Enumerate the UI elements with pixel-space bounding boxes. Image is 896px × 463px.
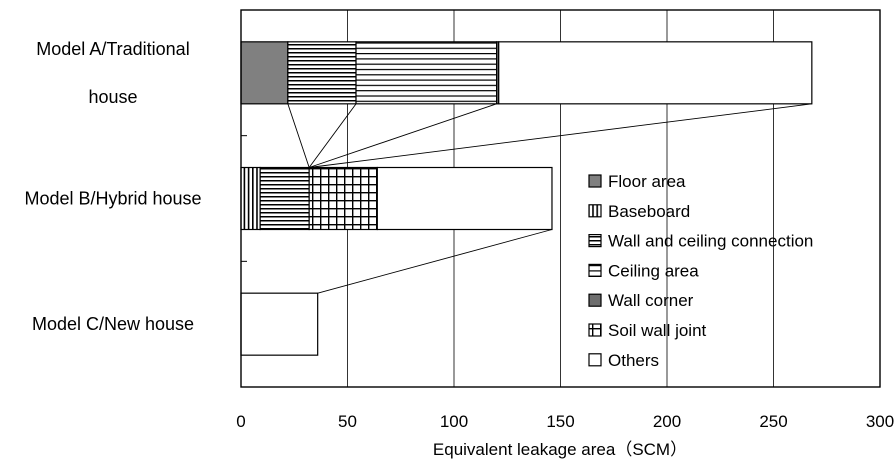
plot-frame — [240, 9, 881, 388]
bar-segment-1-2 — [259, 166, 310, 231]
legend-label-3: Ceiling area — [608, 261, 699, 280]
legend-swatch-5 — [588, 323, 602, 337]
bar-segment-2-6 — [240, 292, 319, 356]
category-label-line: Model A/Traditional — [36, 39, 189, 59]
legend-label-4: Wall corner — [608, 291, 694, 310]
x-tick-label-50: 50 — [338, 412, 357, 431]
bar-segment-1-5 — [308, 166, 378, 231]
legend-swatch-2 — [588, 234, 602, 248]
x-tick-label-150: 150 — [546, 412, 574, 431]
category-label-line: house — [88, 87, 137, 107]
legend: Floor area Baseboard Wall and ceiling conn… — [588, 172, 813, 370]
connector-lines — [287, 103, 812, 294]
connector-line — [308, 103, 357, 168]
bar-segment-0-2 — [287, 41, 357, 105]
x-tick-label-0: 0 — [236, 412, 245, 431]
category-label-line: Model B/Hybrid house — [24, 189, 201, 209]
connector-line — [309, 103, 812, 168]
bar-segment-1-1 — [240, 166, 261, 231]
x-tick-label-200: 200 — [653, 412, 681, 431]
legend-label-0: Floor area — [608, 172, 686, 191]
x-tick-label-300: 300 — [866, 412, 894, 431]
bar-segment-0-3 — [355, 41, 498, 105]
category-labels: Model A/Traditional house Model B/Hybrid h… — [24, 39, 201, 334]
legend-swatch-6 — [588, 353, 602, 367]
connector-line — [287, 103, 310, 168]
legend-label-2: Wall and ceiling connection — [608, 232, 813, 251]
bar-segment-0-6 — [498, 41, 813, 105]
legend-swatch-4 — [588, 293, 602, 307]
x-axis-title: Equivalent leakage area（SCM） — [433, 440, 687, 459]
legend-swatch-1 — [588, 204, 602, 218]
x-tick-label-250: 250 — [759, 412, 787, 431]
legend-label-1: Baseboard — [608, 202, 690, 221]
category-label-2: Model C/New house — [32, 314, 194, 334]
bars — [240, 41, 813, 356]
category-label-line: Model C/New house — [32, 314, 194, 334]
legend-label-5: Soil wall joint — [608, 321, 707, 340]
bar-segment-0-0 — [240, 41, 289, 105]
category-label-0: Model A/Traditional house — [36, 39, 189, 107]
bar-segment-1-6 — [376, 166, 553, 231]
connector-line — [317, 229, 553, 294]
x-tick-labels: 0 50 100 150 200 250 300 — [236, 412, 894, 431]
legend-swatch-0 — [588, 174, 602, 188]
x-tick-label-100: 100 — [440, 412, 468, 431]
y-axis-tick-marks — [241, 135, 247, 262]
connector-line — [309, 103, 497, 168]
legend-swatch-3 — [588, 263, 602, 277]
legend-label-6: Others — [608, 351, 659, 370]
category-label-1: Model B/Hybrid house — [24, 189, 201, 209]
